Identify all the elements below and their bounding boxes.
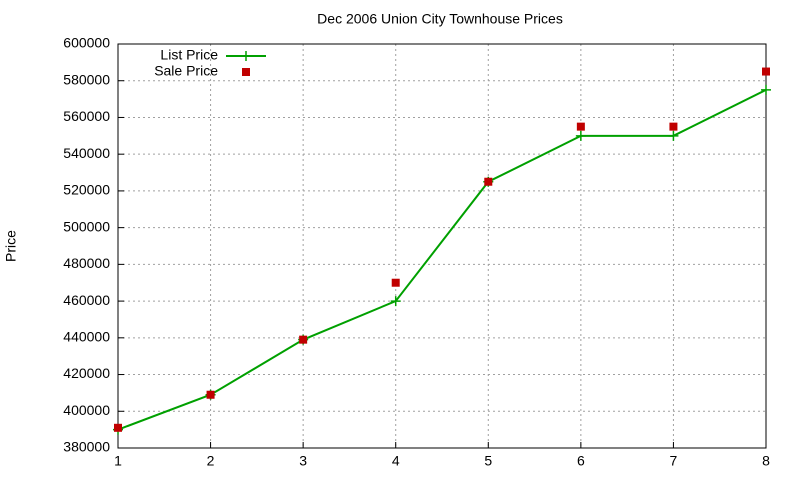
x-tick-label: 5	[484, 453, 492, 469]
y-tick-label: 500000	[63, 218, 110, 234]
data-point	[390, 296, 401, 307]
chart-title: Dec 2006 Union City Townhouse Prices	[317, 11, 563, 27]
y-tick-label: 520000	[63, 182, 110, 198]
legend-marker	[242, 68, 250, 76]
y-tick-label: 480000	[63, 255, 110, 271]
plot-border	[117, 43, 767, 449]
data-point	[206, 390, 215, 399]
x-tick-label: 6	[577, 453, 585, 469]
y-tick-label: 400000	[63, 402, 110, 418]
x-tick-label: 3	[299, 453, 307, 469]
data-point	[114, 423, 122, 432]
data-line	[117, 89, 767, 431]
x-tick-label: 8	[762, 453, 770, 469]
data-point	[761, 84, 771, 95]
y-tick-label: 580000	[63, 71, 110, 87]
data-point	[299, 335, 308, 344]
y-tick-label: 540000	[63, 145, 110, 161]
data-point	[668, 130, 679, 141]
y-tick-label: 600000	[63, 35, 110, 51]
legend-marker	[241, 51, 251, 61]
legend-label: List Price	[160, 47, 218, 63]
data-point	[762, 67, 770, 76]
data-point	[576, 122, 585, 131]
x-tick-label: 2	[207, 453, 215, 469]
y-tick-label: 460000	[63, 292, 110, 308]
data-point	[669, 122, 678, 131]
y-tick-label: 560000	[63, 108, 110, 124]
data-point	[484, 177, 493, 186]
y-tick-label: 420000	[63, 365, 110, 381]
y-tick-label: 380000	[63, 439, 110, 455]
x-tick-label: 1	[114, 453, 122, 469]
legend-label: Sale Price	[154, 63, 218, 79]
x-tick-label: 7	[670, 453, 678, 469]
y-axis-label: Price	[3, 230, 19, 262]
data-point	[391, 278, 400, 287]
y-tick-label: 440000	[63, 329, 110, 345]
x-tick-label: 4	[392, 453, 400, 469]
data-point	[575, 130, 586, 141]
